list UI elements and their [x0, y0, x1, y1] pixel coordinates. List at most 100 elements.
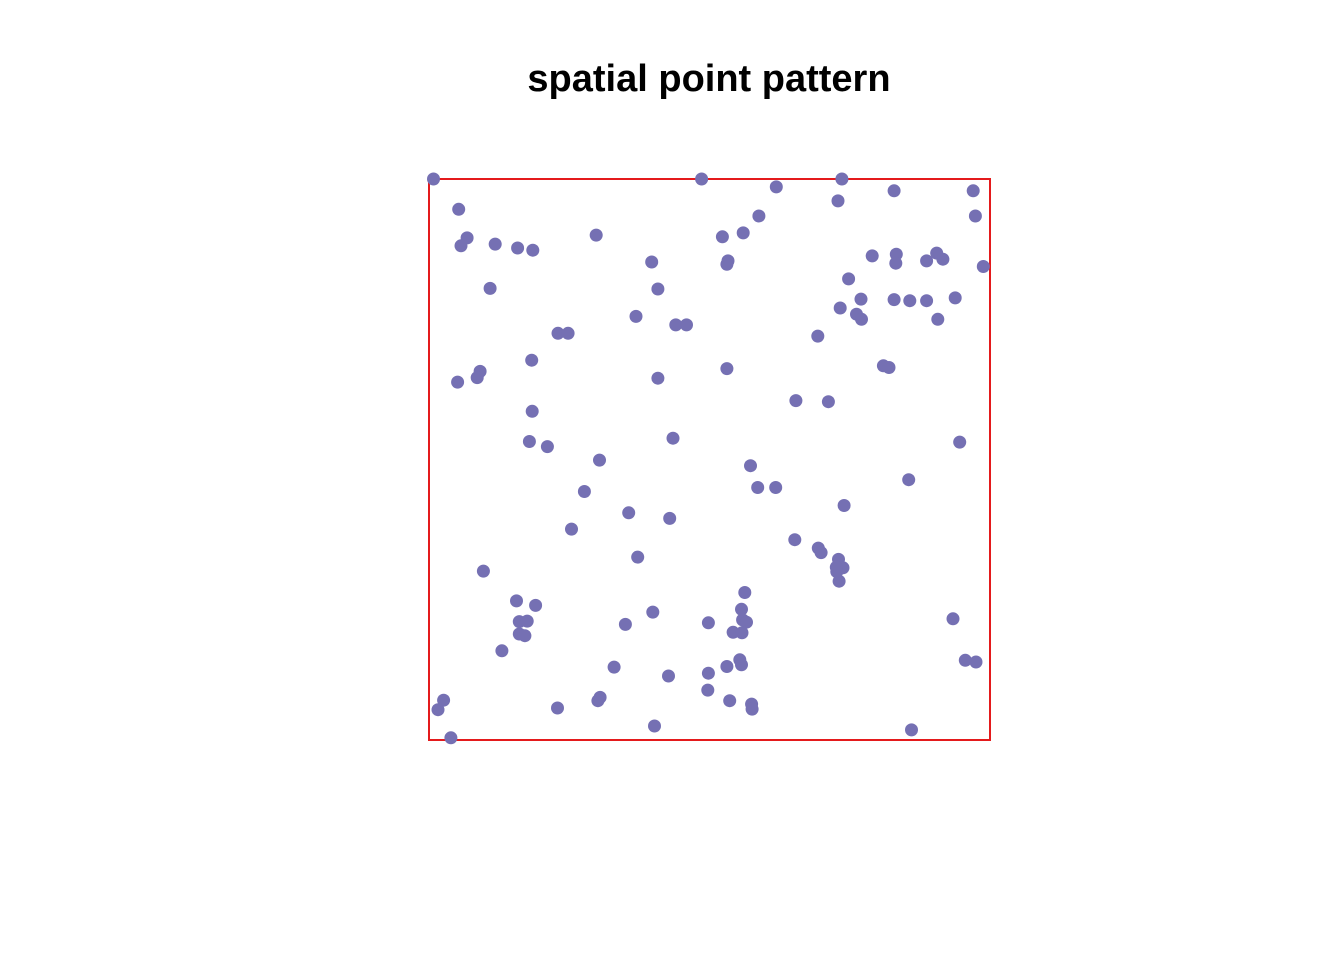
data-point-46	[811, 329, 825, 343]
data-point-43	[680, 318, 693, 332]
observation-window	[428, 178, 991, 741]
data-point-59	[666, 431, 680, 445]
data-point-29	[842, 272, 856, 286]
data-point-44	[551, 326, 565, 340]
data-point-115	[551, 701, 564, 715]
data-point-105	[662, 669, 675, 683]
data-point-106	[701, 666, 715, 680]
data-point-17	[511, 241, 525, 255]
data-point-58	[953, 435, 967, 449]
data-point-19	[645, 255, 659, 269]
data-point-83	[510, 594, 523, 608]
data-point-11	[736, 226, 750, 240]
data-point-63	[744, 459, 757, 473]
data-point-36	[948, 291, 962, 305]
data-point-68	[837, 499, 851, 512]
data-point-41	[629, 309, 643, 323]
data-point-24	[889, 256, 903, 270]
data-point-74	[814, 546, 828, 560]
data-point-113	[437, 693, 451, 707]
data-point-2	[695, 172, 709, 186]
data-point-61	[540, 440, 554, 454]
data-point-57	[525, 404, 539, 418]
data-point-100	[735, 658, 748, 672]
data-point-12	[715, 230, 729, 244]
data-point-15	[454, 239, 468, 253]
data-point-80	[832, 574, 846, 588]
data-point-27	[936, 252, 950, 266]
points-layer	[427, 172, 990, 745]
data-point-1	[427, 172, 440, 186]
data-point-112	[745, 702, 759, 716]
data-point-98	[495, 644, 509, 658]
data-point-8	[966, 184, 980, 198]
data-point-109	[591, 694, 605, 708]
data-point-48	[720, 362, 734, 376]
data-point-6	[831, 194, 845, 208]
data-point-64	[902, 473, 916, 487]
data-point-116	[648, 719, 661, 733]
data-point-50	[882, 361, 896, 374]
data-point-54	[651, 371, 665, 385]
data-point-7	[887, 184, 901, 198]
data-point-93	[740, 615, 753, 629]
data-point-33	[887, 293, 901, 307]
data-point-118	[444, 731, 458, 745]
chart-title: spatial point pattern	[527, 58, 891, 100]
data-point-110	[723, 694, 737, 708]
data-point-88	[520, 614, 534, 628]
data-point-65	[751, 481, 765, 494]
data-point-67	[577, 485, 591, 498]
data-point-90	[946, 612, 960, 626]
data-point-4	[769, 180, 783, 194]
data-point-86	[646, 605, 660, 619]
data-point-89	[618, 617, 632, 631]
data-point-53	[451, 375, 465, 389]
data-point-3	[835, 172, 849, 186]
data-point-103	[958, 653, 972, 667]
data-point-32	[854, 292, 868, 306]
data-point-62	[593, 453, 606, 467]
data-point-21	[720, 257, 734, 271]
data-point-35	[920, 294, 934, 308]
data-point-34	[903, 294, 917, 308]
data-point-82	[738, 586, 752, 599]
data-point-72	[788, 533, 802, 547]
data-point-75	[631, 550, 645, 564]
data-point-69	[622, 506, 636, 520]
data-point-40	[931, 312, 945, 326]
data-point-107	[701, 683, 715, 697]
data-point-13	[589, 228, 603, 242]
data-point-28	[976, 260, 990, 273]
data-point-30	[483, 281, 497, 295]
data-point-60	[522, 435, 536, 448]
data-point-81	[476, 564, 490, 578]
data-point-56	[821, 395, 835, 409]
data-point-101	[720, 660, 734, 673]
data-point-31	[651, 282, 665, 296]
data-point-10	[752, 209, 766, 223]
data-point-71	[565, 522, 578, 536]
data-point-5	[452, 202, 466, 216]
data-point-104	[969, 655, 983, 669]
data-point-37	[833, 301, 847, 315]
data-point-45	[561, 326, 575, 340]
data-point-9	[968, 209, 982, 223]
data-point-95	[735, 626, 749, 640]
data-point-91	[701, 616, 715, 630]
data-point-97	[518, 629, 532, 643]
data-point-117	[905, 723, 918, 737]
data-point-16	[488, 237, 502, 251]
data-point-70	[663, 511, 677, 525]
data-point-25	[920, 254, 934, 268]
data-point-39	[855, 312, 868, 326]
data-point-22	[865, 249, 879, 263]
data-point-84	[529, 598, 543, 612]
data-point-114	[431, 703, 445, 717]
data-point-42	[669, 318, 683, 332]
data-point-102	[607, 660, 621, 674]
data-point-47	[525, 353, 539, 367]
data-point-18	[526, 243, 540, 257]
